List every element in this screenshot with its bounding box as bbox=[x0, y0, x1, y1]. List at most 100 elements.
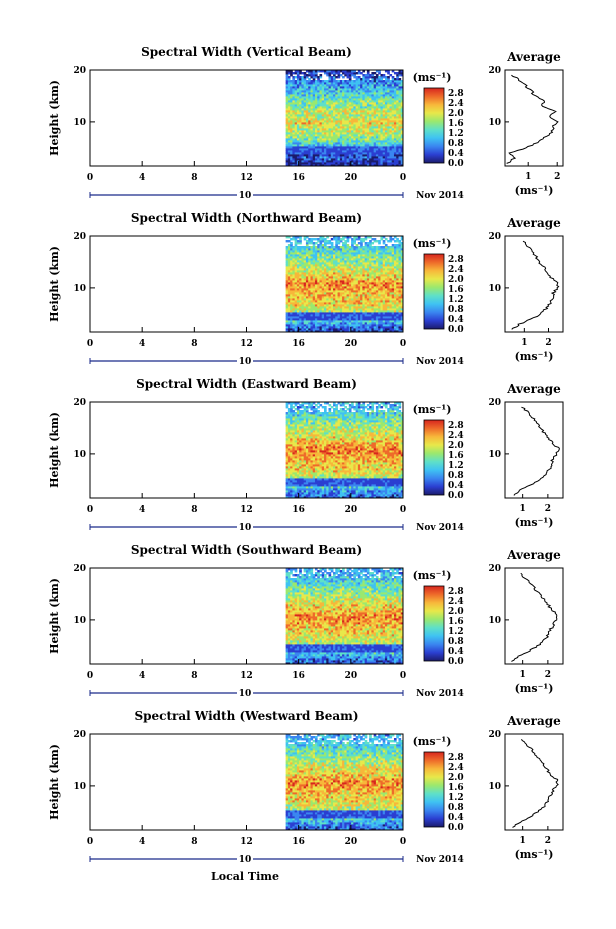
heatmap-cell bbox=[314, 158, 318, 161]
heatmap-cell bbox=[375, 138, 379, 141]
heatmap-cell bbox=[292, 108, 296, 111]
heatmap-cell bbox=[299, 146, 302, 149]
heatmap-cell bbox=[344, 92, 347, 95]
heatmap-cell bbox=[305, 116, 309, 119]
heatmap-cell bbox=[335, 94, 338, 97]
heatmap-cell bbox=[324, 88, 327, 91]
heatmap-cell bbox=[312, 134, 316, 137]
heatmap-cell bbox=[342, 96, 345, 99]
heatmap-cell bbox=[319, 156, 323, 159]
heatmap-cell bbox=[333, 114, 336, 117]
heatmap-cell bbox=[314, 116, 318, 119]
heatmap-cell bbox=[290, 160, 293, 163]
heatmap-cell bbox=[321, 136, 325, 139]
heatmap-cell bbox=[317, 158, 320, 161]
heatmap-cell bbox=[400, 110, 404, 113]
heatmap-cell bbox=[308, 118, 311, 121]
heatmap-cell bbox=[348, 88, 352, 91]
heatmap-cell bbox=[314, 104, 318, 107]
heatmap-cell bbox=[391, 158, 395, 161]
heatmap-cell bbox=[290, 96, 293, 99]
heatmap-cell bbox=[296, 150, 300, 153]
heatmap-cell bbox=[301, 140, 305, 143]
avg-y-tick-label: 10 bbox=[488, 118, 501, 128]
heatmap-cell bbox=[330, 126, 334, 129]
heatmap-cell bbox=[294, 130, 298, 133]
heatmap-cell bbox=[400, 160, 404, 163]
heatmap-cell bbox=[369, 100, 372, 103]
heatmap-cell bbox=[378, 160, 381, 163]
heatmap-cell bbox=[398, 120, 402, 123]
heatmap-cell bbox=[351, 138, 354, 141]
heatmap-cell bbox=[373, 122, 377, 125]
heatmap-cell bbox=[396, 160, 399, 163]
heatmap-cell bbox=[364, 138, 368, 141]
heatmap-cell bbox=[326, 148, 329, 151]
heatmap-cell bbox=[375, 146, 379, 149]
heatmap-cell bbox=[398, 122, 402, 125]
heatmap-cell bbox=[326, 106, 329, 109]
heatmap-cell bbox=[373, 144, 377, 147]
heatmap-cell bbox=[398, 132, 402, 135]
heatmap-cell bbox=[335, 96, 338, 99]
heatmap-cell bbox=[378, 148, 381, 151]
heatmap-cell bbox=[292, 120, 296, 123]
heatmap-cell bbox=[364, 144, 368, 147]
heatmap-cell bbox=[319, 96, 323, 99]
heatmap-cell bbox=[339, 84, 343, 87]
heatmap-cell bbox=[371, 92, 375, 95]
heatmap-cell bbox=[362, 128, 366, 131]
heatmap-cell bbox=[346, 116, 350, 119]
heatmap-cell bbox=[389, 114, 393, 117]
heatmap-cell bbox=[362, 120, 366, 123]
heatmap-cell bbox=[360, 100, 363, 103]
heatmap-cell bbox=[305, 82, 309, 85]
heatmap-cell bbox=[375, 84, 379, 87]
heatmap-cell bbox=[398, 84, 402, 87]
heatmap-cell bbox=[312, 90, 316, 93]
heatmap-cell bbox=[337, 130, 341, 133]
heatmap-cell bbox=[355, 88, 359, 91]
heatmap-cell bbox=[378, 164, 381, 167]
heatmap-cell bbox=[384, 158, 388, 161]
heatmap-cell bbox=[384, 110, 388, 113]
heatmap-cell bbox=[310, 164, 314, 167]
heatmap-cell bbox=[301, 134, 305, 137]
heatmap-cell bbox=[333, 142, 336, 145]
heatmap-cell bbox=[330, 90, 334, 93]
heatmap-cell bbox=[364, 158, 368, 161]
heatmap-cell bbox=[346, 106, 350, 109]
heatmap-cell bbox=[321, 82, 325, 85]
heatmap-cell bbox=[369, 156, 372, 159]
heatmap-cell bbox=[357, 160, 361, 163]
heatmap-cell bbox=[362, 162, 366, 165]
heatmap-cell bbox=[355, 94, 359, 97]
y-axis-label: Height (km) bbox=[48, 246, 61, 322]
heatmap-cell bbox=[391, 146, 395, 149]
heatmap-cell bbox=[292, 146, 296, 149]
heatmap-cell bbox=[346, 86, 350, 89]
heatmap-cell bbox=[355, 96, 359, 99]
heatmap-cell bbox=[366, 98, 370, 101]
heatmap-cell bbox=[353, 86, 356, 89]
heatmap-cell bbox=[400, 156, 404, 159]
heatmap-cell bbox=[317, 86, 320, 89]
heatmap-cell bbox=[373, 110, 377, 113]
heatmap-cell bbox=[360, 150, 363, 153]
heatmap-cell bbox=[382, 134, 386, 137]
heatmap-cell bbox=[366, 140, 370, 143]
heatmap-cell bbox=[353, 98, 356, 101]
heatmap-cell bbox=[366, 108, 370, 111]
heatmap-cell bbox=[373, 132, 377, 135]
heatmap-cell bbox=[364, 78, 368, 81]
heatmap-cell bbox=[335, 146, 338, 149]
heatmap-cell bbox=[324, 80, 327, 83]
heatmap-cell bbox=[348, 114, 352, 117]
heatmap-cell bbox=[369, 132, 372, 135]
heatmap-cell bbox=[312, 158, 316, 161]
heatmap-cell bbox=[285, 144, 289, 147]
heatmap-cell bbox=[312, 118, 316, 121]
heatmap-cell bbox=[287, 110, 291, 113]
heatmap-cell bbox=[310, 82, 314, 85]
heatmap-cell bbox=[324, 126, 327, 129]
